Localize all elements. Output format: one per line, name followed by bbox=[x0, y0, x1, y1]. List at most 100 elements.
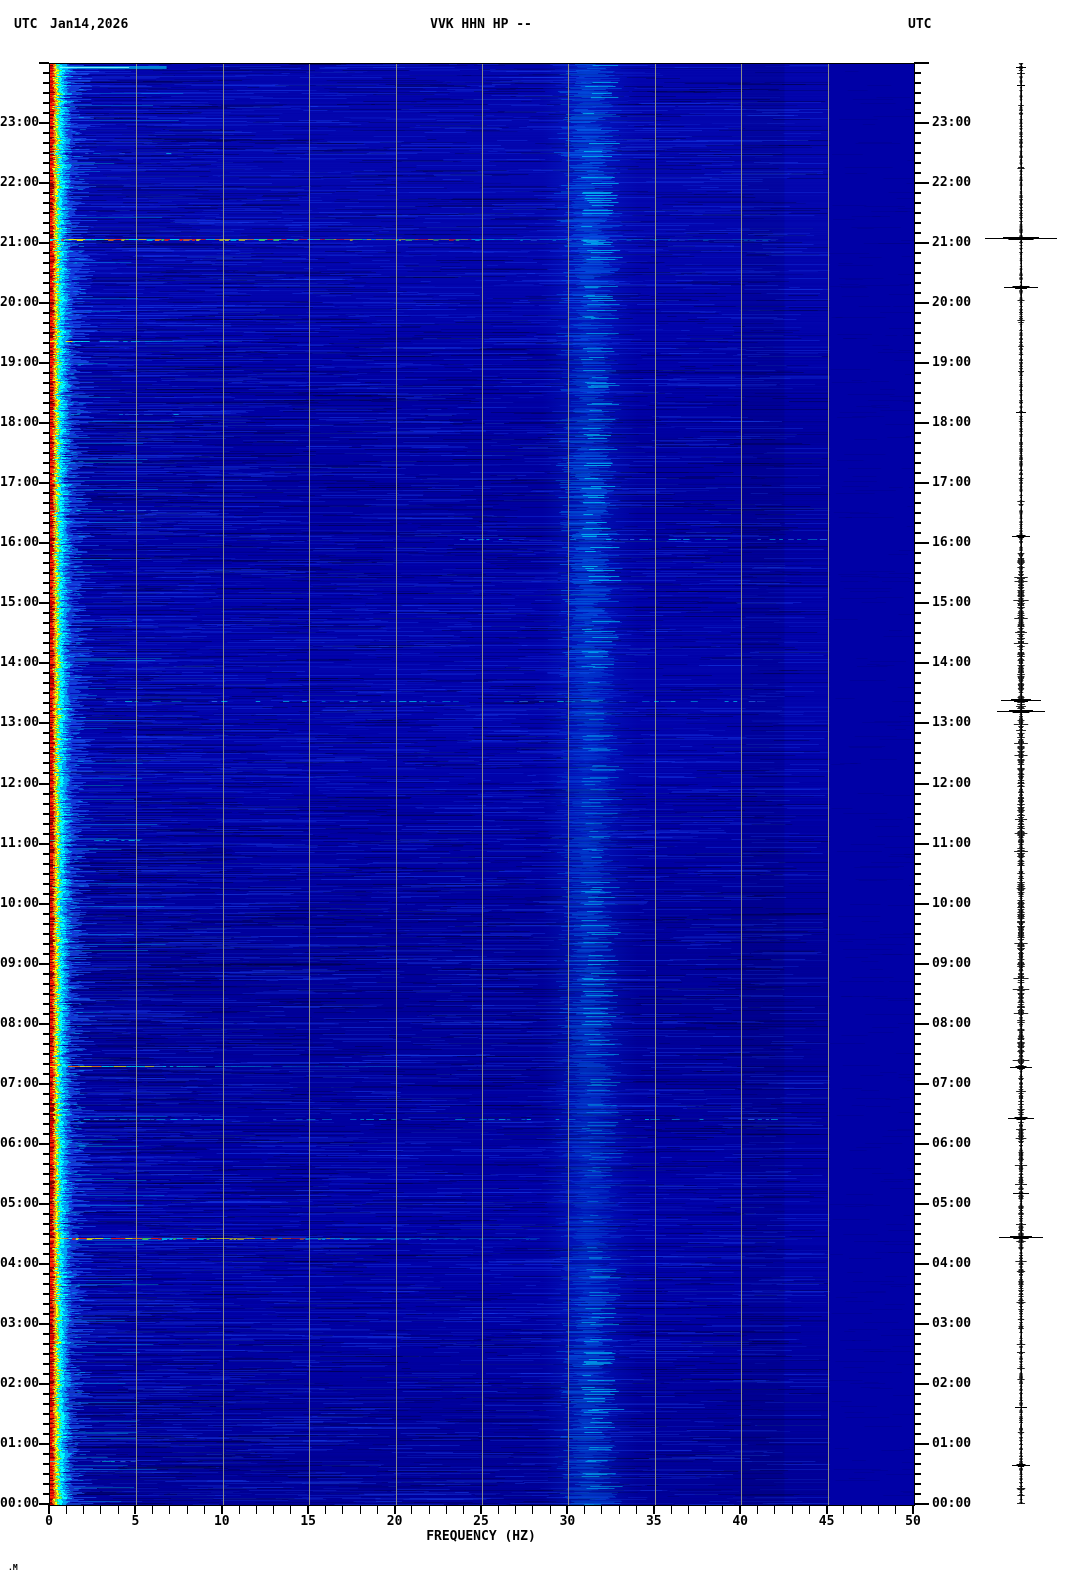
time-tick-left bbox=[43, 152, 49, 155]
time-tick-right bbox=[914, 1202, 929, 1205]
time-tick-left bbox=[43, 1042, 49, 1045]
time-label-right: 17:00 bbox=[932, 475, 972, 491]
time-label-right: 13:00 bbox=[932, 715, 972, 731]
time-tick-left bbox=[43, 1242, 49, 1245]
time-tick-left bbox=[43, 952, 49, 955]
time-tick-right bbox=[914, 622, 921, 625]
time-tick-left bbox=[39, 602, 49, 605]
time-tick-right bbox=[914, 532, 921, 535]
time-tick-right bbox=[914, 232, 921, 235]
time-tick-right bbox=[914, 242, 929, 245]
time-tick-right bbox=[914, 92, 921, 95]
time-tick-right bbox=[914, 1312, 921, 1315]
time-tick-right bbox=[914, 1192, 921, 1195]
time-tick-left bbox=[43, 1072, 49, 1075]
time-tick-left bbox=[43, 352, 49, 355]
freq-tick bbox=[895, 1505, 897, 1514]
time-label-right: 03:00 bbox=[932, 1315, 972, 1331]
freq-tick bbox=[825, 1505, 828, 1514]
time-tick-right bbox=[914, 822, 921, 825]
freq-tick bbox=[791, 1505, 793, 1514]
time-tick-left bbox=[39, 902, 49, 905]
time-label-left: 20:00 bbox=[0, 295, 40, 311]
time-tick-left bbox=[43, 1332, 49, 1335]
time-tick-left bbox=[43, 522, 49, 525]
time-tick-left bbox=[43, 682, 49, 685]
time-tick-left bbox=[43, 982, 49, 985]
time-tick-left bbox=[39, 122, 49, 125]
time-tick-right bbox=[914, 282, 921, 285]
time-label-left: 12:00 bbox=[0, 775, 40, 791]
time-tick-right bbox=[914, 1442, 929, 1445]
time-label-right: 15:00 bbox=[932, 595, 972, 611]
freq-tick bbox=[739, 1505, 742, 1514]
freq-tick bbox=[756, 1505, 758, 1514]
time-tick-left bbox=[43, 532, 49, 535]
time-tick-right bbox=[914, 1272, 921, 1275]
time-tick-right bbox=[914, 602, 929, 605]
time-tick-right bbox=[914, 1112, 921, 1115]
freq-tick bbox=[134, 1505, 137, 1514]
freq-label: 15 bbox=[300, 1514, 317, 1529]
time-tick-left bbox=[43, 792, 49, 795]
time-tick-left bbox=[39, 1082, 49, 1085]
time-label-left: 11:00 bbox=[0, 835, 40, 851]
time-tick-right bbox=[914, 402, 921, 405]
time-label-right: 16:00 bbox=[932, 535, 972, 551]
time-tick-right bbox=[914, 1462, 921, 1465]
time-tick-right bbox=[914, 1422, 921, 1425]
time-tick-right bbox=[914, 1242, 921, 1245]
freq-label: 5 bbox=[131, 1514, 140, 1529]
time-tick-left bbox=[43, 1012, 49, 1015]
time-tick-left bbox=[43, 622, 49, 625]
freq-tick bbox=[705, 1505, 707, 1514]
time-tick-right bbox=[914, 1092, 921, 1095]
time-tick-right bbox=[914, 212, 921, 215]
freq-tick bbox=[515, 1505, 517, 1514]
time-tick-right bbox=[914, 552, 921, 555]
time-label-left: 10:00 bbox=[0, 895, 40, 911]
freq-tick bbox=[480, 1505, 482, 1514]
time-tick-right bbox=[914, 912, 921, 915]
time-tick-right bbox=[914, 1252, 921, 1255]
time-label-right: 12:00 bbox=[932, 775, 972, 791]
time-tick-right bbox=[914, 432, 921, 435]
time-tick-right bbox=[914, 892, 921, 895]
freq-tick bbox=[411, 1505, 413, 1514]
freq-label: 50 bbox=[905, 1514, 921, 1529]
time-tick-left bbox=[43, 1272, 49, 1275]
time-tick-left bbox=[43, 822, 49, 825]
freq-tick bbox=[532, 1505, 534, 1514]
time-tick-left bbox=[39, 422, 49, 425]
freq-tick bbox=[722, 1505, 724, 1514]
time-label-left: 23:00 bbox=[0, 115, 40, 131]
time-tick-right bbox=[914, 872, 921, 875]
time-label-right: 19:00 bbox=[932, 355, 972, 371]
time-tick-left bbox=[43, 322, 49, 325]
time-tick-left bbox=[43, 272, 49, 275]
time-tick-left bbox=[43, 262, 49, 265]
time-tick-left bbox=[43, 562, 49, 565]
time-tick-right bbox=[914, 612, 921, 615]
time-tick-right bbox=[914, 1282, 921, 1285]
time-tick-right bbox=[914, 1012, 921, 1015]
time-tick-right bbox=[914, 412, 921, 415]
time-tick-right bbox=[914, 672, 921, 675]
time-tick-left bbox=[43, 732, 49, 735]
freq-tick bbox=[566, 1505, 569, 1514]
time-label-left: 13:00 bbox=[0, 715, 40, 731]
time-tick-left bbox=[43, 1482, 49, 1485]
time-tick-right bbox=[914, 1472, 921, 1475]
time-tick-right bbox=[914, 132, 921, 135]
freq-tick bbox=[290, 1505, 292, 1514]
time-tick-right bbox=[914, 972, 921, 975]
time-tick-left bbox=[43, 372, 49, 375]
time-tick-left bbox=[43, 1092, 49, 1095]
time-tick-right bbox=[914, 1102, 921, 1105]
spectrogram-canvas bbox=[49, 63, 915, 1506]
time-tick-left bbox=[43, 1172, 49, 1175]
time-tick-right bbox=[914, 642, 921, 645]
time-tick-left bbox=[43, 512, 49, 515]
time-label-right: 22:00 bbox=[932, 175, 972, 191]
time-label-left: 00:00 bbox=[0, 1496, 40, 1511]
